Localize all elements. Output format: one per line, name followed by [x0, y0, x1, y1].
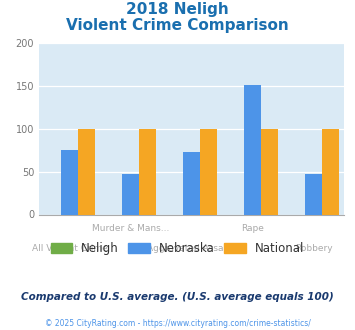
Bar [305, 174, 322, 214]
Text: All Violent Crime: All Violent Crime [32, 244, 108, 253]
Text: Violent Crime Comparison: Violent Crime Comparison [66, 18, 289, 33]
Bar [183, 152, 200, 214]
Bar [322, 129, 339, 214]
Text: Rape: Rape [241, 224, 264, 233]
Text: Compared to U.S. average. (U.S. average equals 100): Compared to U.S. average. (U.S. average … [21, 292, 334, 302]
Text: Murder & Mans...: Murder & Mans... [92, 224, 169, 233]
Text: 2018 Neligh: 2018 Neligh [126, 2, 229, 16]
Bar [261, 129, 278, 214]
Legend: Neligh, Nebraska, National: Neligh, Nebraska, National [46, 237, 309, 260]
Bar [78, 129, 95, 214]
Text: Aggravated Assault: Aggravated Assault [147, 244, 236, 253]
Text: © 2025 CityRating.com - https://www.cityrating.com/crime-statistics/: © 2025 CityRating.com - https://www.city… [45, 319, 310, 328]
Bar [244, 85, 261, 214]
Text: Robbery: Robbery [295, 244, 333, 253]
Bar [122, 174, 139, 214]
Bar [200, 129, 217, 214]
Bar [139, 129, 156, 214]
Bar [61, 150, 78, 214]
